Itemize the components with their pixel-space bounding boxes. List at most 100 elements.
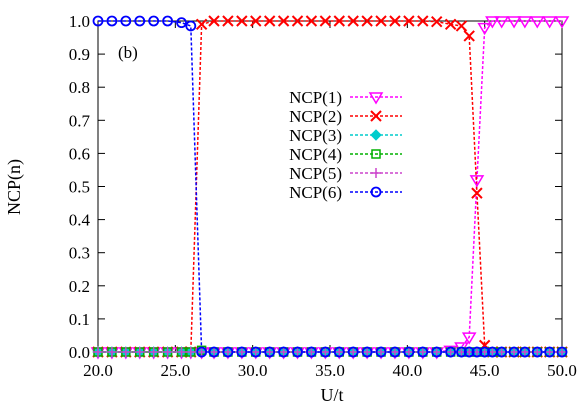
data-point-ncp2: [444, 18, 457, 31]
legend-label-ncp5: NCP(5): [289, 164, 342, 183]
data-point-ncp2: [403, 15, 415, 27]
data-point-ncp6: [278, 346, 290, 358]
x-tick-label: 45.0: [470, 361, 500, 380]
data-point-ncp6: [92, 15, 104, 27]
data-point-ncp5: [134, 347, 145, 357]
y-axis-title: NCP(n): [4, 159, 25, 215]
data-point-ncp5: [93, 347, 103, 357]
y-tick-label: 0.5: [69, 178, 90, 197]
data-point-ncp2: [375, 15, 387, 27]
data-point-ncp5: [334, 347, 345, 357]
data-point-ncp1: [542, 16, 557, 29]
data-point-ncp5: [376, 347, 387, 357]
y-tick-label: 0.9: [69, 45, 90, 64]
x-tick-label: 25.0: [160, 361, 190, 380]
x-tick-label: 30.0: [238, 361, 268, 380]
data-point-ncp2: [455, 20, 468, 32]
y-tick-label: 0.6: [69, 144, 90, 163]
data-point-ncp5: [445, 347, 456, 357]
data-point-ncp6: [556, 346, 568, 358]
panel-label: (b): [118, 43, 138, 62]
data-point-ncp6: [463, 346, 475, 358]
y-tick-label: 1.0: [69, 12, 90, 31]
x-tick-label: 35.0: [315, 361, 345, 380]
data-point-ncp5: [544, 347, 555, 357]
y-tick-label: 0.3: [69, 244, 90, 263]
data-point-ncp5: [348, 347, 359, 357]
data-point-ncp2: [463, 30, 475, 42]
data-point-ncp6: [120, 15, 132, 27]
y-tick-label: 0.8: [69, 78, 90, 97]
x-tick-label: 50.0: [547, 361, 577, 380]
legend-marker-ncp3: [370, 129, 382, 141]
data-point-ncp6: [250, 346, 262, 358]
data-point-ncp5: [250, 347, 261, 357]
data-point-ncp2: [347, 15, 359, 27]
data-point-ncp6: [508, 346, 520, 358]
data-point-ncp6: [375, 346, 387, 358]
data-point-ncp2: [389, 15, 401, 27]
data-point-ncp5: [162, 347, 173, 357]
data-point-ncp6: [306, 346, 317, 358]
data-point-ncp6: [479, 346, 491, 358]
legend-label-ncp3: NCP(3): [289, 126, 342, 145]
data-point-ncp6: [196, 346, 208, 358]
data-point-ncp5: [292, 347, 303, 357]
data-point-ncp5: [362, 347, 373, 357]
data-point-ncp6: [292, 346, 303, 358]
data-point-ncp2: [333, 15, 345, 27]
data-point-ncp6: [403, 346, 415, 358]
data-point-ncp2: [319, 15, 332, 27]
y-tick-label: 0.4: [69, 211, 91, 230]
data-point-ncp5: [306, 347, 317, 357]
data-point-ncp5: [532, 347, 543, 357]
data-point-ncp6: [431, 346, 443, 358]
data-point-ncp5: [236, 347, 247, 357]
data-point-ncp5: [431, 347, 442, 357]
legend-label-ncp1: NCP(1): [289, 88, 342, 107]
data-point-ncp5: [519, 347, 530, 357]
data-point-ncp2: [305, 15, 318, 27]
data-point-ncp6: [519, 346, 531, 358]
data-point-ncp6: [496, 346, 508, 358]
data-point-ncp6: [236, 346, 248, 358]
data-point-ncp6: [531, 346, 543, 358]
legend-label-ncp6: NCP(6): [289, 183, 342, 202]
data-point-ncp1: [485, 16, 500, 29]
data-point-ncp6: [389, 346, 401, 358]
data-point-ncp2: [431, 15, 443, 28]
data-point-ncp2: [195, 18, 208, 31]
data-point-ncp6: [456, 346, 467, 358]
series-line-ncp6: [98, 20, 562, 353]
legend-marker-ncp6: [370, 186, 382, 198]
legend-marker-ncp1: [368, 92, 384, 105]
y-tick-label: 0.0: [69, 343, 90, 362]
data-point-ncp5: [320, 347, 331, 357]
data-point-ncp6: [106, 15, 118, 27]
data-point-ncp5: [185, 347, 196, 357]
data-point-ncp6: [222, 346, 234, 358]
data-point-ncp6: [264, 346, 276, 358]
data-point-ncp2: [263, 15, 276, 27]
data-point-ncp2: [277, 15, 290, 27]
data-point-ncp5: [509, 347, 520, 357]
y-tick-label: 0.1: [69, 310, 90, 329]
data-point-ncp5: [403, 347, 414, 357]
data-point-ncp6: [148, 15, 160, 27]
data-point-ncp6: [162, 15, 174, 27]
data-point-ncp2: [250, 15, 262, 27]
data-point-ncp5: [222, 347, 233, 357]
y-tick-label: 0.7: [69, 111, 91, 130]
data-point-ncp6: [319, 346, 331, 358]
data-point-ncp2: [291, 15, 304, 27]
data-point-ncp6: [208, 346, 220, 358]
legend-label-ncp4: NCP(4): [289, 145, 342, 164]
data-point-ncp5: [148, 347, 159, 357]
data-point-ncp2: [471, 187, 483, 199]
data-point-ncp1: [554, 16, 570, 29]
data-point-ncp2: [417, 15, 429, 27]
data-point-ncp2: [222, 15, 234, 27]
data-point-ncp6: [333, 346, 345, 358]
